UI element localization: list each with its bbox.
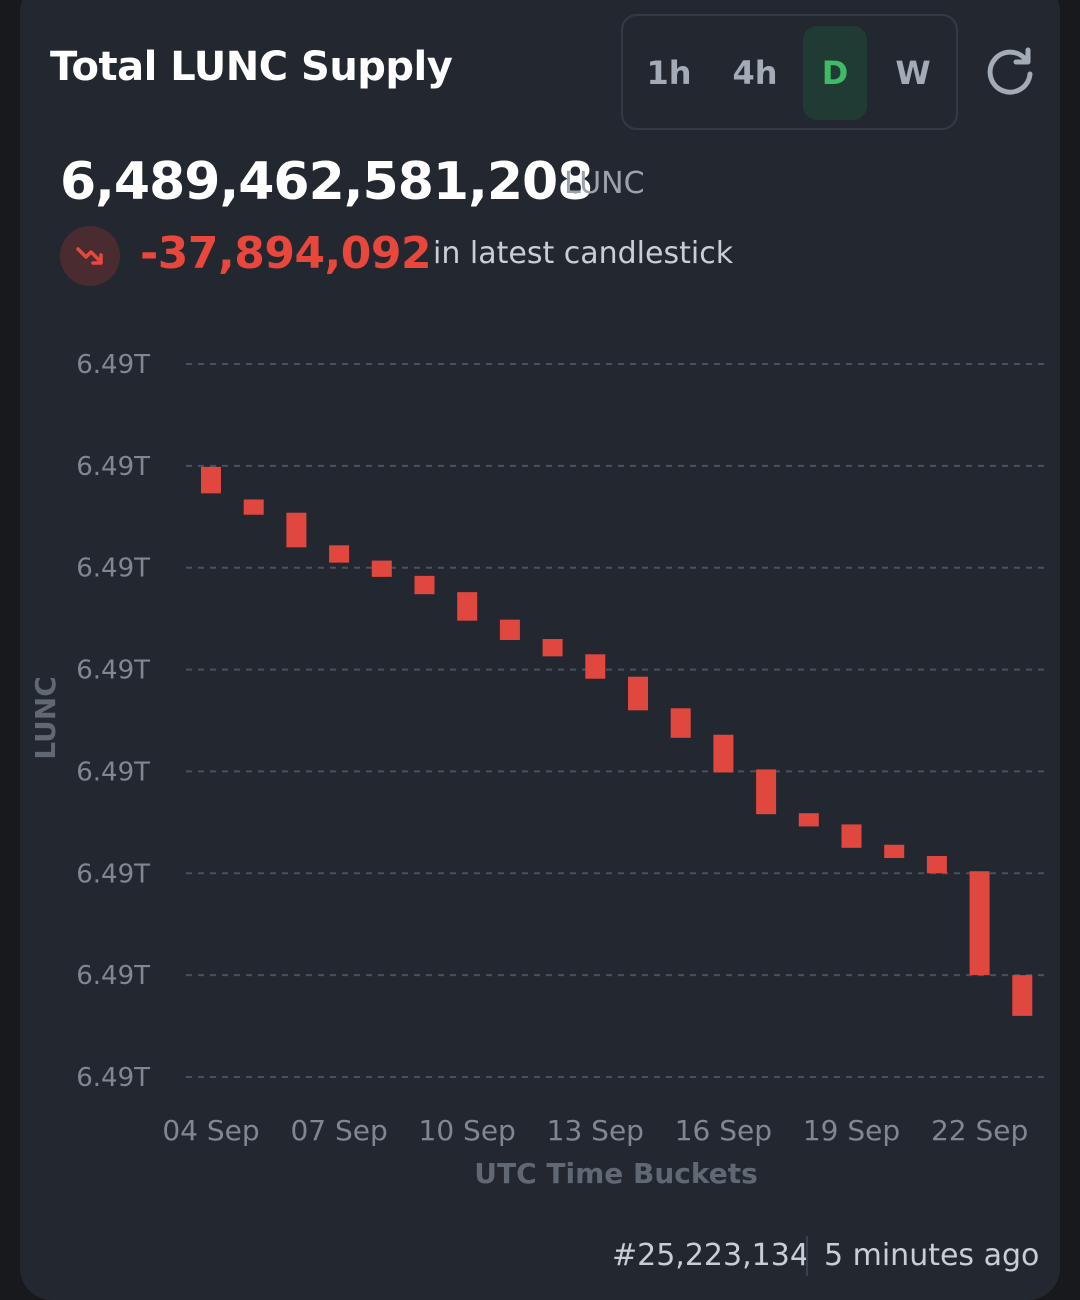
x-axis-label: UTC Time Buckets — [474, 1157, 758, 1190]
last-updated: 5 minutes ago — [824, 1238, 1040, 1273]
x-tick-label: 07 Sep — [290, 1114, 387, 1147]
y-tick-label: 6.49T — [76, 656, 150, 686]
y-tick-label: 6.49T — [76, 554, 150, 584]
candle-18-sep[interactable] — [798, 813, 819, 827]
latest-change-label: in latest candlestick — [433, 236, 734, 271]
x-tick-label: 10 Sep — [419, 1114, 516, 1147]
x-tick-label: 22 Sep — [931, 1114, 1028, 1147]
supply-card — [20, 0, 1060, 1300]
candle-06-sep[interactable] — [286, 512, 307, 548]
x-tick-label: 19 Sep — [803, 1114, 900, 1147]
candle-04-sep[interactable] — [201, 466, 221, 494]
y-tick-label: 6.49T — [76, 859, 150, 889]
candle-20-sep[interactable] — [884, 844, 905, 859]
supply-unit: LUNC — [564, 166, 645, 201]
candle-14-sep[interactable] — [628, 676, 648, 711]
candle-05-sep[interactable] — [243, 499, 264, 515]
candle-13-sep[interactable] — [585, 654, 606, 679]
candle-08-sep[interactable] — [371, 560, 392, 577]
candle-10-sep[interactable] — [457, 592, 478, 621]
candle-15-sep[interactable] — [670, 708, 691, 738]
x-tick-label: 13 Sep — [547, 1114, 644, 1147]
candle-23-sep[interactable] — [1012, 975, 1033, 1016]
footer-divider — [806, 1236, 808, 1276]
y-tick-label: 6.49T — [76, 961, 150, 991]
y-tick-label: 6.49T — [76, 757, 150, 787]
candle-17-sep[interactable] — [756, 769, 777, 815]
candle-07-sep[interactable] — [329, 545, 350, 563]
interval-4h-button[interactable]: 4h — [732, 54, 778, 92]
candle-21-sep[interactable] — [926, 855, 947, 874]
interval-d-button[interactable]: D — [803, 26, 867, 120]
y-tick-label: 6.49T — [76, 350, 150, 380]
y-tick-label: 6.49T — [76, 1063, 150, 1093]
candle-22-sep[interactable] — [969, 871, 990, 976]
candle-12-sep[interactable] — [542, 639, 563, 657]
trend-down-icon — [60, 226, 120, 286]
chart-title: Total LUNC Supply — [50, 44, 453, 90]
y-axis-label: LUNC — [29, 676, 62, 760]
interval-selector: 1h 4h D W — [621, 14, 958, 130]
candle-11-sep[interactable] — [499, 619, 520, 641]
interval-w-button[interactable]: W — [895, 54, 931, 92]
refresh-icon[interactable] — [984, 46, 1036, 98]
y-tick-label: 6.49T — [76, 452, 150, 482]
block-height: #25,223,134 — [612, 1238, 809, 1273]
candle-19-sep[interactable] — [841, 824, 862, 848]
x-tick-label: 04 Sep — [162, 1114, 259, 1147]
candle-16-sep[interactable] — [713, 734, 734, 773]
latest-change-value: -37,894,092 — [140, 228, 432, 279]
interval-1h-button[interactable]: 1h — [646, 54, 692, 92]
total-supply-value: 6,489,462,581,208 — [60, 152, 593, 212]
candle-09-sep[interactable] — [414, 575, 435, 595]
x-tick-label: 16 Sep — [675, 1114, 772, 1147]
